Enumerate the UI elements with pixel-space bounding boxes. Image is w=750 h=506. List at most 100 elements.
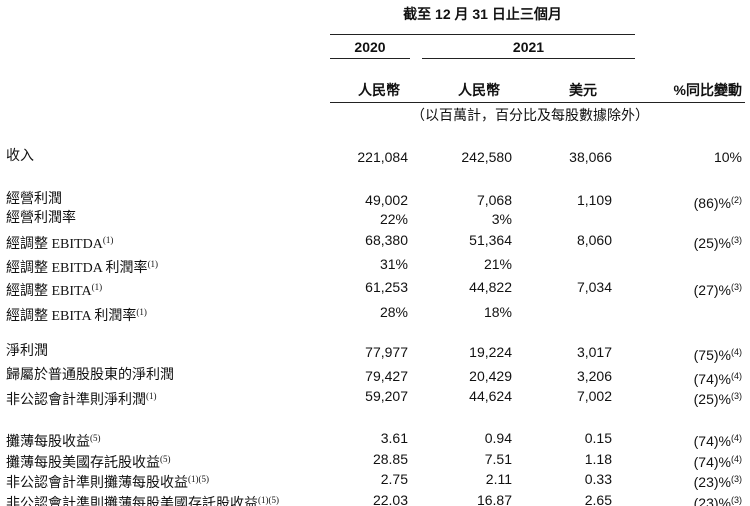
footnote: (1)(5) bbox=[258, 495, 279, 505]
cell-text: 8,060 bbox=[576, 232, 612, 248]
cell: (25)%(3) bbox=[694, 387, 742, 408]
cell: 49,002 bbox=[365, 191, 408, 209]
cell-text: 0.15 bbox=[584, 430, 612, 446]
label-text: 經營利潤率 bbox=[6, 211, 76, 226]
footnote: (3) bbox=[731, 235, 742, 245]
cell-text: 20,429 bbox=[469, 368, 512, 384]
cell-text: (86)% bbox=[693, 195, 731, 211]
cell-text: 31% bbox=[379, 256, 408, 272]
cell-text: (74)% bbox=[693, 454, 731, 470]
row-label: 經調整 EBITA(1) bbox=[6, 278, 102, 301]
footnote: (4) bbox=[731, 454, 742, 464]
cell-text: (25)% bbox=[693, 391, 731, 407]
row-label: 非公認會計準則淨利潤(1) bbox=[6, 387, 157, 410]
cell-text: 28% bbox=[379, 304, 408, 320]
cell-text: 61,253 bbox=[365, 279, 408, 295]
cell: (75)%(4) bbox=[694, 343, 742, 364]
cell: (86)%(2) bbox=[694, 191, 742, 212]
label-text: 經調整 EBITDA bbox=[6, 237, 103, 252]
cell: 19,224 bbox=[469, 343, 512, 361]
footnote: (5) bbox=[90, 433, 101, 443]
label-text: 攤薄每股收益 bbox=[6, 435, 90, 450]
cell: 242,580 bbox=[461, 148, 512, 166]
cell-text: 21% bbox=[483, 256, 512, 272]
row-label: 非公認會計準則攤薄每股收益(1)(5) bbox=[6, 470, 209, 493]
cell: 21% bbox=[484, 255, 512, 273]
cell: 7.51 bbox=[485, 450, 512, 468]
cell-text: 22% bbox=[379, 211, 408, 227]
footnote: (4) bbox=[731, 371, 742, 381]
row-label: 收入 bbox=[6, 148, 34, 166]
label-text: 經調整 EBITA bbox=[6, 284, 92, 299]
label-text: 攤薄每股美國存託股收益 bbox=[6, 456, 160, 471]
year-header: 2021 bbox=[512, 39, 545, 55]
cell: (27)%(3) bbox=[694, 278, 742, 299]
cell: 0.15 bbox=[585, 429, 612, 447]
cell-text: 59,207 bbox=[365, 388, 408, 404]
cell: 28% bbox=[380, 303, 408, 321]
rule bbox=[330, 58, 410, 59]
footnote: (1) bbox=[147, 259, 159, 269]
cell-text: 3.61 bbox=[380, 430, 408, 446]
footnote: (5) bbox=[160, 454, 171, 464]
cell-text: 49,002 bbox=[365, 192, 408, 208]
cell: 38,066 bbox=[569, 148, 612, 166]
cell: (74)%(4) bbox=[694, 450, 742, 471]
footnote: (1) bbox=[136, 307, 147, 317]
label-text: 經調整 EBITA 利潤率 bbox=[6, 309, 137, 324]
label-text: 非公認會計準則攤薄每股收益 bbox=[6, 476, 188, 491]
cell: 7,002 bbox=[577, 387, 612, 405]
cell-text: 0.94 bbox=[484, 430, 512, 446]
row-label: 經調整 EBITDA(1) bbox=[6, 231, 113, 254]
currency-header: 人民幣 bbox=[458, 82, 500, 98]
cell: 79,427 bbox=[365, 367, 408, 385]
cell: 1.18 bbox=[585, 450, 612, 468]
cell-text: 16.87 bbox=[476, 492, 512, 506]
cell-text: (75)% bbox=[693, 347, 731, 363]
cell-text: 7.51 bbox=[484, 451, 512, 467]
cell: 0.33 bbox=[585, 470, 612, 488]
row-label: 歸屬於普通股股東的淨利潤 bbox=[6, 367, 174, 385]
rule bbox=[422, 58, 635, 59]
cell: (74)%(4) bbox=[694, 367, 742, 388]
footnote: (1)(5) bbox=[188, 474, 209, 484]
footnote: (4) bbox=[731, 433, 742, 443]
cell: 18% bbox=[484, 303, 512, 321]
cell: (74)%(4) bbox=[694, 429, 742, 450]
cell: 68,380 bbox=[365, 231, 408, 249]
rule bbox=[330, 102, 745, 103]
cell: 20,429 bbox=[469, 367, 512, 385]
cell-text: 51,364 bbox=[469, 232, 512, 248]
cell: 3,206 bbox=[577, 367, 612, 385]
cell-text: (23)% bbox=[693, 495, 731, 506]
cell: 3,017 bbox=[577, 343, 612, 361]
cell: 22% bbox=[380, 210, 408, 228]
cell: 61,253 bbox=[365, 278, 408, 296]
cell-text: (23)% bbox=[693, 474, 731, 490]
cell: 59,207 bbox=[365, 387, 408, 405]
cell: 3.61 bbox=[381, 429, 408, 447]
row-label: 經營利潤率 bbox=[6, 210, 76, 228]
cell-text: (25)% bbox=[693, 235, 731, 251]
row-label: 非公認會計準則攤薄每股美國存託股收益(1)(5) bbox=[6, 491, 279, 506]
year-header: 2020 bbox=[354, 39, 386, 55]
cell: 1,109 bbox=[577, 191, 612, 209]
cell-text: 19,224 bbox=[469, 344, 512, 360]
rule bbox=[330, 34, 635, 35]
cell-text: 2.75 bbox=[380, 471, 408, 487]
label-text: 歸屬於普通股股東的淨利潤 bbox=[6, 368, 174, 383]
cell: 2.75 bbox=[381, 470, 408, 488]
cell: 44,822 bbox=[469, 278, 512, 296]
cell-text: 221,084 bbox=[357, 149, 408, 165]
cell-text: 3,206 bbox=[576, 368, 612, 384]
cell-text: 44,822 bbox=[469, 279, 512, 295]
period-header: 截至 12 月 31 日止三個月 bbox=[403, 6, 562, 22]
cell-text: 1.18 bbox=[584, 451, 612, 467]
cell: (23)%(3) bbox=[694, 491, 742, 506]
label-text: 非公認會計準則淨利潤 bbox=[6, 393, 146, 408]
row-label: 攤薄每股美國存託股收益(5) bbox=[6, 450, 171, 473]
currency-header: %同比變動 bbox=[673, 82, 742, 98]
cell: 3% bbox=[492, 210, 512, 228]
label-text: 收入 bbox=[6, 149, 34, 164]
